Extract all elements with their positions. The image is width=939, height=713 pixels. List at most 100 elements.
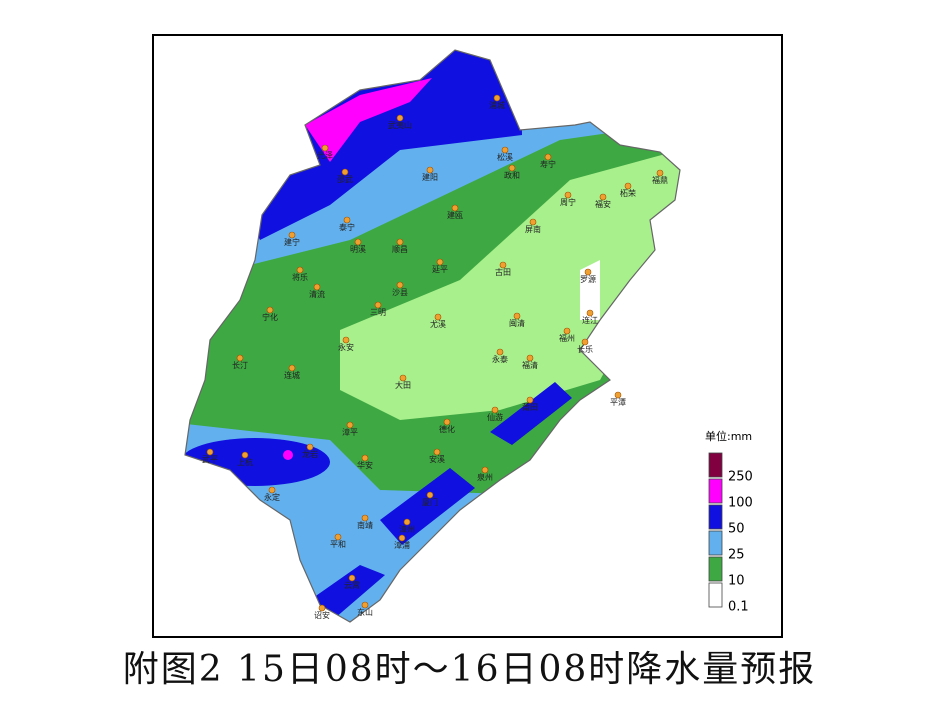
city-label: 永泰 [492,354,508,364]
city-label: 云霄 [344,581,360,590]
city-dot [656,169,664,177]
city-dot [342,336,350,344]
city-label: 南靖 [357,520,373,530]
city-dot [481,466,489,474]
city-label: 闽清 [509,318,525,328]
legend-swatch [708,478,723,504]
city-label: 泉州 [477,472,493,482]
city-label: 安溪 [429,454,445,464]
city-label: 将乐 [292,272,308,282]
city-dot [614,391,622,399]
city-dot [361,454,369,462]
city-dot [341,168,349,176]
legend-label: 250 [728,470,753,485]
city-dot [586,309,594,317]
city-dot [599,193,607,201]
city-dot [508,164,516,172]
city-dot [624,182,632,190]
city-label: 松溪 [497,152,513,162]
legend-unit: 单位:mm [705,429,752,443]
city-label: 尤溪 [430,319,446,329]
city-label: 延平 [432,264,448,274]
city-dot [493,94,501,102]
city-label: 长汀 [232,360,248,370]
caption: 附图2 15日08时～16日08时降水量预报 [122,649,817,690]
city-label: 平和 [330,540,346,549]
city-label: 浦城 [489,100,505,110]
city-label: 建阳 [422,172,438,182]
city-dot [206,448,214,456]
city-label: 清流 [309,289,325,299]
city-label: 宁化 [262,312,278,322]
legend-label: 10 [728,574,745,589]
city-label: 漳浦 [394,540,410,550]
city-dot [513,312,521,320]
legend-swatch [708,452,723,478]
city-label: 厦门 [422,497,438,507]
city-dot [399,374,407,382]
city-label: 光泽 [317,150,333,160]
city-label: 连城 [284,370,300,380]
city-dot [268,486,276,494]
city-dot [288,364,296,372]
city-dot [443,418,451,426]
legend-swatch [708,504,723,530]
city-dot [396,281,404,289]
city-dot [529,218,537,226]
city-dot [526,354,534,362]
city-dot [361,514,369,522]
city-label: 泰宁 [339,222,355,232]
city-dot [236,354,244,362]
city-label: 顺昌 [392,245,408,254]
legend-swatch [708,582,723,608]
city-dot [544,153,552,161]
city-dot [496,348,504,356]
city-dot [426,166,434,174]
city-label: 福鼎 [652,176,668,185]
city-dot [306,443,314,451]
city-dot [564,191,572,199]
city-dot [563,327,571,335]
city-label: 三明 [370,308,386,317]
city-label: 明溪 [350,244,366,254]
legend-label: 25 [728,548,745,563]
city-dot [434,313,442,321]
city-dot [354,238,362,246]
city-label: 沙县 [392,288,408,297]
city-dot [396,238,404,246]
city-label: 古田 [495,267,511,277]
city-label: 华安 [357,460,373,470]
city-label: 柘荣 [620,188,636,198]
city-label: 漳平 [342,427,358,437]
city-label: 平潭 [610,398,626,407]
city-dot [346,421,354,429]
city-dot [313,283,321,291]
city-dot [361,601,369,609]
city-label: 永定 [264,492,280,502]
city-dot [288,231,296,239]
city-label: 屏南 [525,224,541,234]
city-label: 周宁 [560,197,576,207]
city-label: 大田 [395,380,411,390]
legend-swatch [708,556,723,582]
city-dot [581,338,589,346]
city-dot [491,406,499,414]
city-label: 建瓯 [447,210,463,220]
city-dot [403,518,411,526]
city-dot [526,396,534,404]
legend-label: 100 [728,496,753,511]
city-label: 东山 [357,607,373,617]
city-dot [501,146,509,154]
city-label: 福清 [522,360,538,370]
city-dot [499,261,507,269]
city-dot [266,306,274,314]
city-dot [343,216,351,224]
city-label: 邵武 [337,174,353,184]
city-label: 漳州 [399,524,415,534]
city-label: 武夷山 [388,120,412,130]
city-dot [296,266,304,274]
city-label: 罗源 [580,275,596,284]
